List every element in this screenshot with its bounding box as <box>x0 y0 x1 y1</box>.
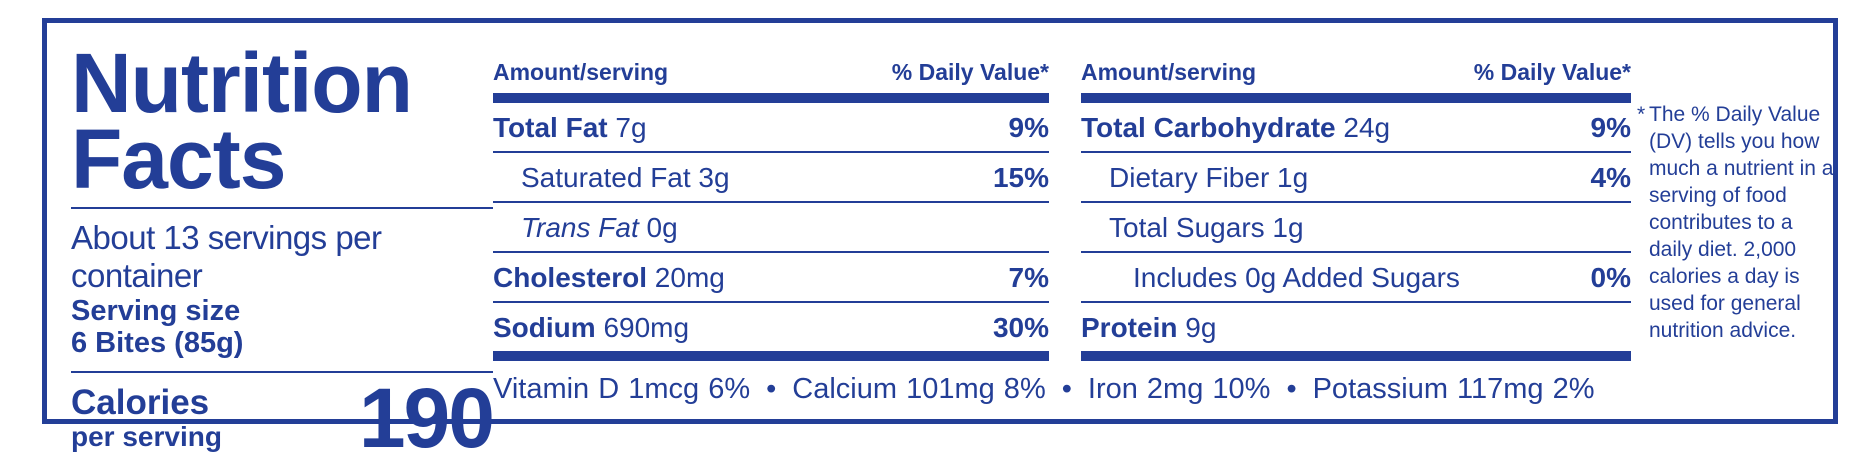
nutrient-label: Total Sugars 1g <box>1109 212 1304 243</box>
nutrient-row-total-carbohydrate: Total Carbohydrate 24g 9% <box>1081 103 1631 153</box>
amount-serving-header: Amount/serving <box>1081 59 1257 85</box>
nutrient-dv: 9% <box>1590 112 1631 143</box>
column-header: Amount/serving % Daily Value* <box>493 53 1049 93</box>
nutrient-amount: 0g <box>638 212 678 243</box>
nutrient-amount: 20mg <box>647 262 725 293</box>
nutrient-label: Dietary Fiber 1g <box>1109 162 1309 193</box>
bullet-separator: • <box>1061 373 1072 405</box>
vitamin-d: Vitamin D 1mcg 6% <box>493 373 751 405</box>
nutrient-row-total-sugars: Total Sugars 1g <box>1081 203 1631 253</box>
daily-value-header: % Daily Value* <box>1473 59 1631 85</box>
potassium: Potassium 117mg 2% <box>1312 373 1595 405</box>
nutrient-label: Saturated Fat 3g <box>521 162 730 193</box>
nutrient-amount: 690mg <box>595 312 690 343</box>
calcium: Calcium 101mg 8% <box>792 373 1046 405</box>
thick-divider <box>1081 93 1631 103</box>
nutrient-label: Trans Fat <box>521 212 639 243</box>
thick-divider <box>493 93 1049 103</box>
nutrient-label: Total Fat <box>493 112 608 143</box>
bullet-separator: • <box>766 373 777 405</box>
footnote-asterisk: * <box>1637 103 1646 126</box>
calories-value: 190 <box>358 371 495 465</box>
amount-serving-header: Amount/serving <box>493 59 669 85</box>
nutrition-facts-title: Nutrition Facts <box>71 36 413 206</box>
nutrient-column-2: Amount/serving % Daily Value* Total Carb… <box>1081 53 1631 361</box>
nutrient-row-sodium: Sodium 690mg 30% <box>493 303 1049 351</box>
divider <box>71 371 493 373</box>
iron: Iron 2mg 10% <box>1087 373 1271 405</box>
vitamins-minerals-row: Vitamin D 1mcg 6% • Calcium 101mg 8% • Iron … <box>493 373 1595 406</box>
nutrient-label: Total Carbohydrate <box>1081 112 1336 143</box>
nutrient-label: Includes 0g Added Sugars <box>1133 262 1460 293</box>
nutrition-facts-panel: Nutrition Facts About 13 servings per co… <box>42 18 1838 463</box>
daily-value-footnote: * The % Daily Value (DV) tells you how m… <box>1637 101 1837 344</box>
nutrient-row-protein: Protein 9g <box>1081 303 1631 351</box>
nutrient-label: Sodium <box>493 312 596 343</box>
nutrient-label: Cholesterol <box>493 262 648 293</box>
nutrient-row-total-fat: Total Fat 7g 9% <box>493 103 1049 153</box>
column-header: Amount/serving % Daily Value* <box>1081 53 1631 93</box>
calories-row: Calories per serving 190 <box>71 373 495 463</box>
serving-size-value: 6 Bites (85g) <box>71 327 244 359</box>
nutrient-dv: 15% <box>992 162 1049 193</box>
nutrient-row-cholesterol: Cholesterol 20mg 7% <box>493 253 1049 303</box>
daily-value-header: % Daily Value* <box>891 59 1049 85</box>
divider <box>71 207 493 209</box>
thick-divider <box>1081 351 1631 361</box>
label-left-section: Nutrition Facts About 13 servings per co… <box>71 36 495 463</box>
nutrient-column-1: Amount/serving % Daily Value* Total Fat … <box>493 53 1049 361</box>
nutrient-row-added-sugars: Includes 0g Added Sugars 0% <box>1081 253 1631 303</box>
serving-size-label: Serving size <box>71 295 241 327</box>
nutrient-amount: 24g <box>1335 112 1391 143</box>
calories-label: Calories <box>71 383 210 422</box>
bullet-separator: • <box>1286 373 1297 405</box>
nutrient-dv: 4% <box>1590 162 1631 193</box>
footnote-text: The % Daily Value (DV) tells you how muc… <box>1649 103 1834 342</box>
nutrient-dv: 9% <box>1008 112 1049 143</box>
nutrient-row-dietary-fiber: Dietary Fiber 1g 4% <box>1081 153 1631 203</box>
nutrient-row-trans-fat: Trans Fat 0g <box>493 203 1049 253</box>
nutrient-amount: 9g <box>1177 312 1217 343</box>
nutrient-amount: 7g <box>607 112 647 143</box>
thick-divider <box>493 351 1049 361</box>
calories-per-serving-label: per serving <box>71 421 222 452</box>
nutrient-dv: 7% <box>1008 262 1049 293</box>
servings-per-container: About 13 servings per container <box>71 219 382 294</box>
nutrient-dv: 30% <box>992 312 1049 343</box>
nutrient-label: Protein <box>1081 312 1178 343</box>
nutrient-row-saturated-fat: Saturated Fat 3g 15% <box>493 153 1049 203</box>
nutrient-dv: 0% <box>1590 262 1631 293</box>
